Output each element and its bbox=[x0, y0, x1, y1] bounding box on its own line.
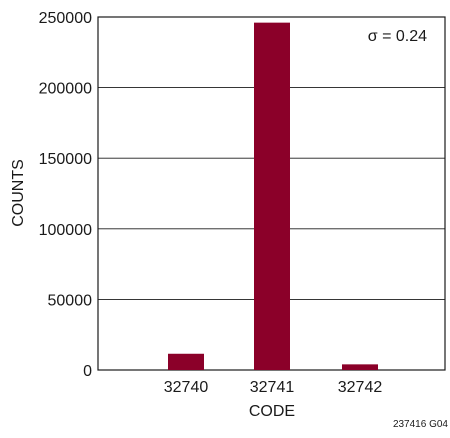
y-tick-label: 50000 bbox=[48, 292, 93, 309]
x-tick-label: 32742 bbox=[338, 379, 383, 396]
figure-id: 237416 G04 bbox=[393, 419, 448, 430]
y-axis-label: COUNTS bbox=[10, 159, 27, 227]
x-tick-label: 32741 bbox=[250, 379, 295, 396]
y-tick-label: 250000 bbox=[39, 10, 92, 27]
bar-32742 bbox=[342, 364, 378, 370]
x-tick-labels: 32740 32741 32742 bbox=[164, 379, 383, 396]
y-tick-label: 150000 bbox=[39, 151, 92, 168]
y-tick-labels: 0 50000 100000 150000 200000 250000 bbox=[39, 10, 92, 380]
bars bbox=[168, 22, 378, 370]
sigma-annotation: σ = 0.24 bbox=[368, 28, 427, 45]
bar-32740 bbox=[168, 353, 204, 370]
y-tick-label: 200000 bbox=[39, 81, 92, 98]
y-tick-label: 100000 bbox=[39, 222, 92, 239]
x-axis-label: CODE bbox=[249, 403, 295, 420]
bar-32741 bbox=[254, 22, 290, 370]
y-tick-label: 0 bbox=[83, 363, 92, 380]
x-tick-label: 32740 bbox=[164, 379, 209, 396]
